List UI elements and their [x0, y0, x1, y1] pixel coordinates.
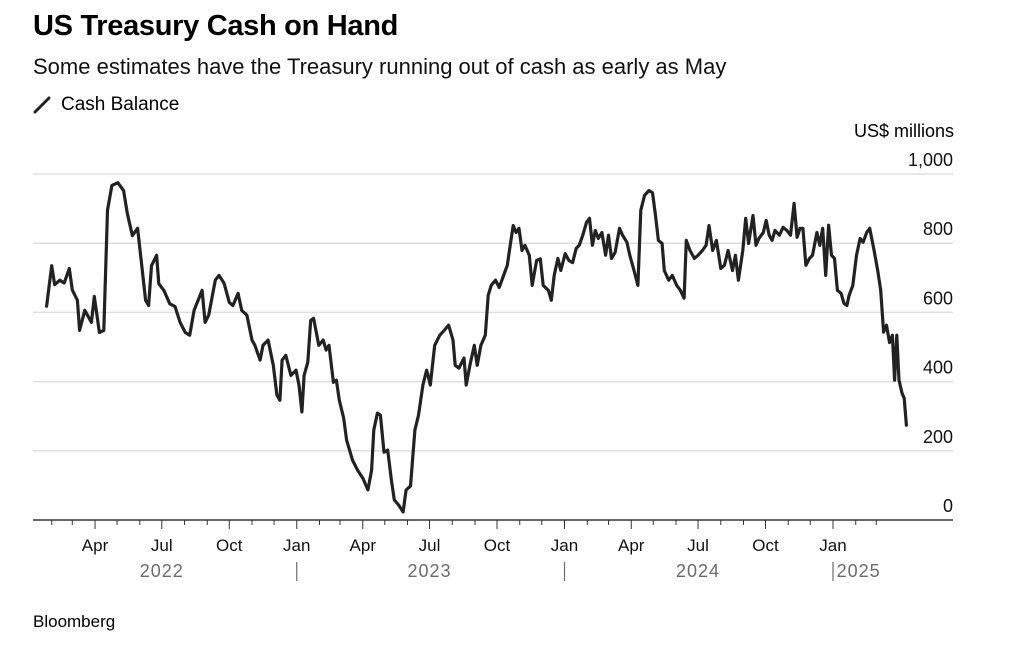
- x-tick-label: Apr: [82, 536, 109, 555]
- y-tick-label: 800: [923, 219, 953, 239]
- series-layer: [45, 181, 908, 514]
- series-line-cash-balance: [45, 181, 908, 514]
- x-year-label: 2024: [676, 561, 720, 581]
- chart-subtitle: Some estimates have the Treasury running…: [33, 54, 727, 79]
- x-tick-label: Apr: [350, 536, 377, 555]
- y-axis-unit-label: US$ millions: [853, 121, 954, 141]
- x-tick-label: Jan: [551, 536, 578, 555]
- x-tick-label: Jul: [419, 536, 441, 555]
- y-tick-label: 0: [943, 496, 953, 516]
- chart-title: US Treasury Cash on Hand: [33, 10, 399, 42]
- x-axis: Apr Jul Oct Jan Apr Jul Oct Jan Apr Jul Oct Jan 2022…: [33, 519, 953, 581]
- y-tick-label: 200: [923, 427, 953, 447]
- x-tick-label: Oct: [216, 536, 243, 555]
- gridlines: [33, 173, 953, 452]
- x-tick-label: Jul: [151, 536, 173, 555]
- x-tick-label: Oct: [752, 536, 779, 555]
- x-tick-label: Jan: [819, 536, 846, 555]
- x-tick-label: Jul: [687, 536, 709, 555]
- x-year-label: 2025: [837, 561, 881, 581]
- x-tick-label: Oct: [484, 536, 511, 555]
- x-tick-label: Apr: [618, 536, 645, 555]
- legend: Cash Balance: [33, 94, 179, 116]
- x-year-label: 2022: [140, 561, 184, 581]
- y-axis-ticks: 0 200 400 600 800 1,000: [908, 150, 953, 516]
- source-label: Bloomberg: [33, 612, 116, 631]
- line-swatch-icon: [33, 96, 51, 114]
- y-tick-label: 600: [923, 288, 953, 308]
- x-tick-label: Jan: [283, 536, 310, 555]
- legend-label: Cash Balance: [61, 94, 180, 115]
- x-year-label: 2023: [408, 561, 452, 581]
- y-tick-label: 400: [923, 358, 953, 378]
- y-tick-label: 1,000: [908, 150, 953, 170]
